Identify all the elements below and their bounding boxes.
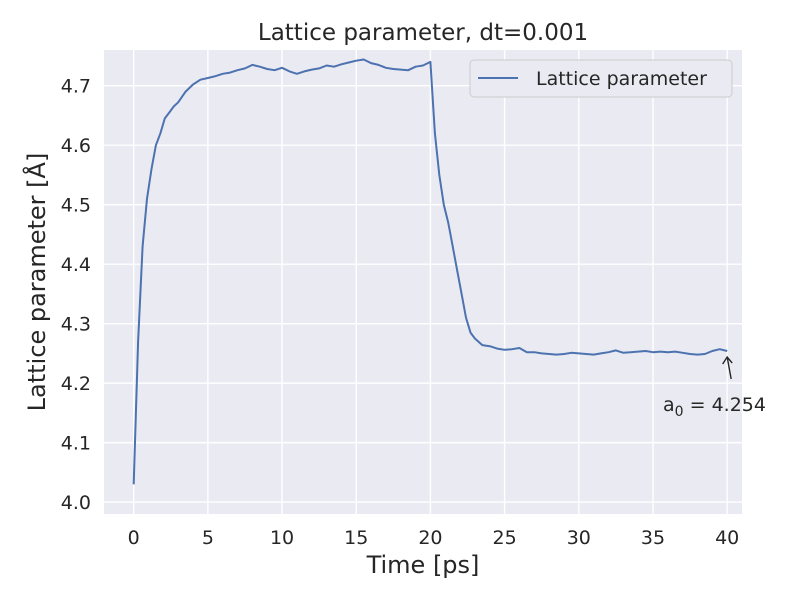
x-tick-label: 30 [567,527,591,549]
x-tick-label: 20 [418,527,442,549]
legend-box [469,59,733,98]
annotation-text: a0 = 4.254 [663,394,766,420]
x-tick-label: 40 [715,527,739,549]
plot-background [104,50,742,514]
annotation: a0 = 4.254 [663,355,766,420]
x-tick-labels: 0 5 10 15 20 25 30 35 40 [128,527,740,549]
x-tick-label: 15 [344,527,368,549]
annotation-text-base: a [663,394,675,416]
y-tick-labels: 4.0 4.1 4.2 4.3 4.4 4.5 4.6 4.7 [61,76,91,514]
x-axis-label: Time [ps] [366,551,480,579]
x-tick-label: 5 [202,527,214,549]
y-tick-label: 4.1 [61,433,91,455]
x-tick-label: 0 [128,527,140,549]
annotation-text-subscript: 0 [675,404,684,420]
x-tick-label: 10 [270,527,294,549]
legend-label-lattice-parameter: Lattice parameter [536,68,707,90]
y-tick-label: 4.5 [61,195,91,217]
y-tick-label: 4.2 [61,373,91,395]
annotation-text-rest: = 4.254 [684,394,766,416]
x-tick-label: 25 [493,527,517,549]
y-tick-label: 4.4 [61,254,91,276]
annotation-arrowhead [722,355,733,365]
annotation-arrow [726,356,732,380]
y-tick-label: 4.7 [61,76,91,98]
legend: Lattice parameter [469,59,733,98]
y-tick-label: 4.3 [61,314,91,336]
y-tick-label: 4.0 [61,492,91,514]
series-line-lattice-parameter [132,58,728,485]
grid-lines [104,50,742,514]
y-axis-label: Lattice parameter [Å] [22,153,51,412]
y-tick-label: 4.6 [61,135,91,157]
chart-title: Lattice parameter, dt=0.001 [258,20,588,46]
x-tick-label: 35 [641,527,665,549]
